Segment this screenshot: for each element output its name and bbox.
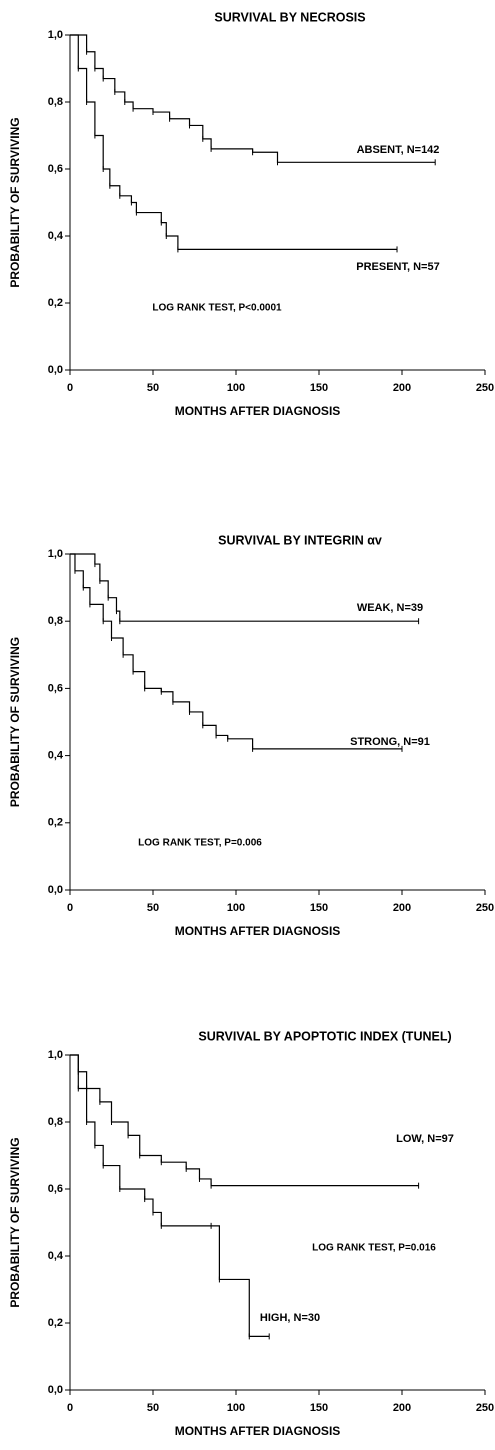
series-label: STRONG, N=91 (350, 736, 430, 748)
x-tick-label: 200 (393, 382, 411, 394)
y-tick-label: 0,4 (48, 230, 64, 242)
chart-title: SURVIVAL BY APOPTOTIC INDEX (TUNEL) (198, 1029, 451, 1043)
x-tick-label: 200 (393, 902, 411, 914)
survival-curve (70, 1054, 270, 1337)
y-tick-label: 1,0 (48, 29, 63, 41)
x-tick-label: 50 (147, 1402, 159, 1414)
y-tick-label: 0,8 (48, 96, 63, 108)
y-tick-label: 0,0 (48, 884, 63, 896)
y-tick-label: 0,2 (48, 1317, 63, 1329)
y-tick-label: 0,0 (48, 364, 63, 376)
series-label: LOW, N=97 (396, 1133, 454, 1145)
chart-title: SURVIVAL BY INTEGRIN αv (218, 533, 382, 547)
y-tick-label: 0,6 (48, 163, 63, 175)
series-label: HIGH, N=30 (260, 1312, 320, 1324)
series-label: WEAK, N=39 (357, 602, 423, 614)
series-label: ABSENT, N=142 (357, 144, 440, 156)
y-tick-label: 0,4 (48, 750, 64, 762)
x-axis-label: MONTHS AFTER DIAGNOSIS (175, 404, 341, 418)
annotation: LOG RANK TEST, P=0.016 (312, 1243, 436, 1254)
y-tick-label: 0,6 (48, 1183, 63, 1195)
series-label: PRESENT, N=57 (356, 261, 439, 273)
y-tick-label: 0,2 (48, 817, 63, 829)
x-tick-label: 200 (393, 1402, 411, 1414)
annotation: LOG RANK TEST, P<0.0001 (152, 303, 282, 314)
x-axis-label: MONTHS AFTER DIAGNOSIS (175, 1424, 341, 1438)
y-axis-label: PROBABILITY OF SURVIVING (8, 637, 22, 807)
x-tick-label: 150 (310, 382, 328, 394)
y-axis-label: PROBABILITY OF SURVIVING (8, 117, 22, 287)
y-tick-label: 0,6 (48, 682, 63, 694)
annotation: LOG RANK TEST, P=0.006 (138, 838, 262, 849)
x-tick-label: 0 (67, 1402, 73, 1414)
y-tick-label: 1,0 (48, 548, 63, 560)
x-tick-label: 150 (310, 902, 328, 914)
chart-title: SURVIVAL BY NECROSIS (214, 10, 365, 24)
survival-curve (70, 553, 402, 750)
x-tick-label: 250 (476, 1402, 494, 1414)
y-tick-label: 0,0 (48, 1384, 63, 1396)
x-axis-label: MONTHS AFTER DIAGNOSIS (175, 924, 341, 938)
x-tick-label: 100 (227, 1402, 245, 1414)
x-tick-label: 150 (310, 1402, 328, 1414)
x-tick-label: 0 (67, 382, 73, 394)
survival-curve (70, 34, 398, 250)
x-tick-label: 0 (67, 902, 73, 914)
x-tick-label: 100 (227, 382, 245, 394)
y-tick-label: 0,2 (48, 297, 63, 309)
y-tick-label: 0,4 (48, 1250, 64, 1262)
x-tick-label: 100 (227, 902, 245, 914)
x-tick-label: 50 (147, 382, 159, 394)
x-tick-label: 250 (476, 902, 494, 914)
x-tick-label: 50 (147, 902, 159, 914)
y-tick-label: 0,8 (48, 1116, 63, 1128)
y-tick-label: 0,8 (48, 615, 63, 627)
y-tick-label: 1,0 (48, 1049, 63, 1061)
x-tick-label: 250 (476, 382, 494, 394)
survival-curve (70, 1054, 419, 1187)
y-axis-label: PROBABILITY OF SURVIVING (8, 1137, 22, 1307)
